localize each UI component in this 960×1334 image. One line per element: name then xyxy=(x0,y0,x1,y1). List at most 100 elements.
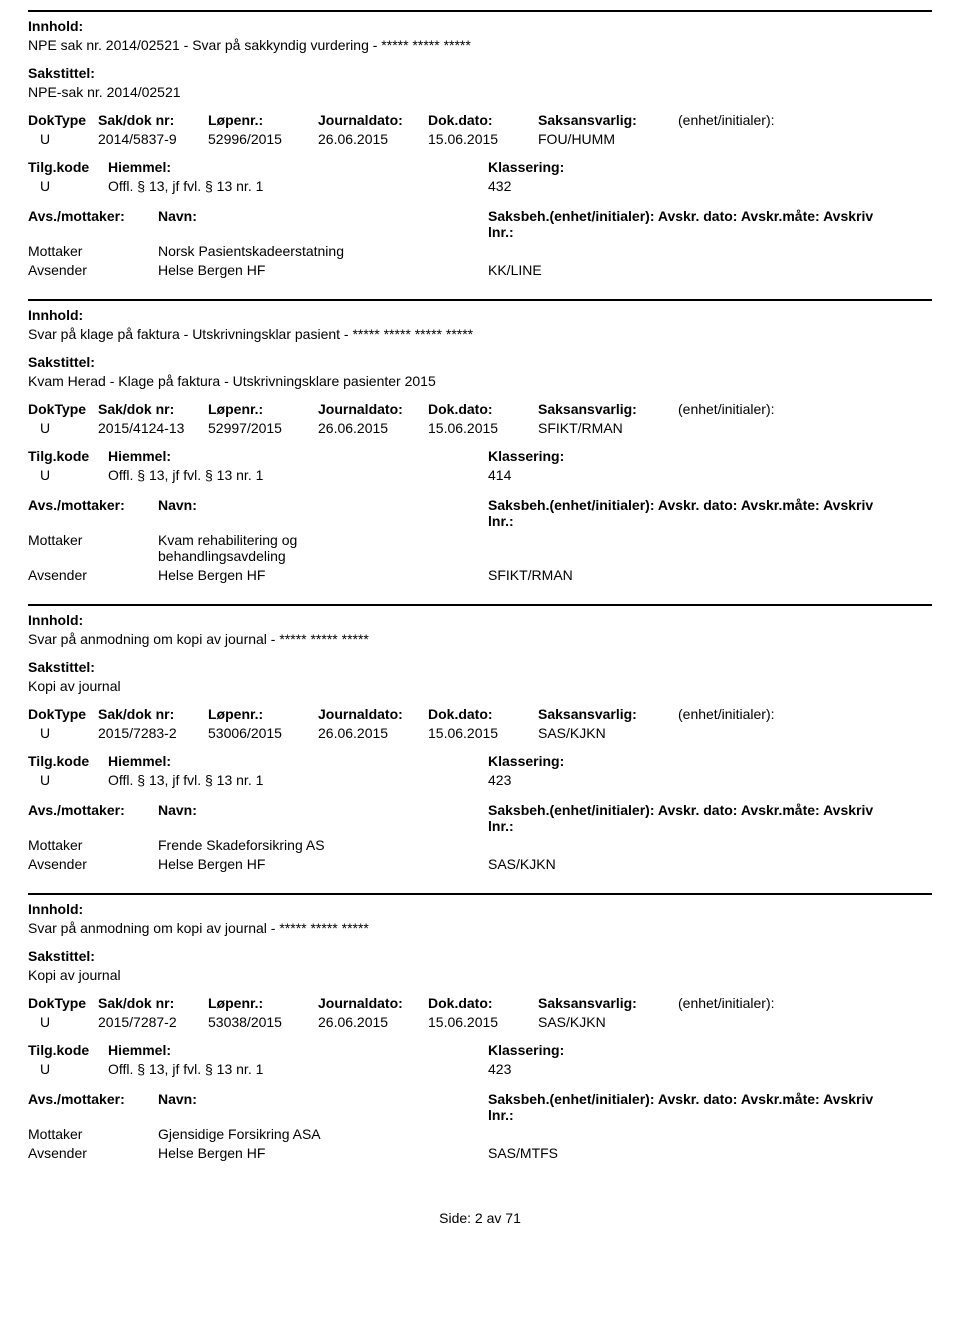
avsender-label: Avsender xyxy=(28,1145,158,1161)
journal-entry: Innhold: Svar på anmodning om kopi av jo… xyxy=(28,604,932,893)
saksansvarlig-label: Saksansvarlig: xyxy=(538,401,678,417)
klassering-value: 423 xyxy=(488,1061,688,1077)
meta-header-row: DokType Sak/dok nr: Løpenr.: Journaldato… xyxy=(28,706,932,722)
lopenr-value: 53038/2015 xyxy=(208,1014,318,1030)
mottaker-label: Mottaker xyxy=(28,243,158,259)
sakdok-label: Sak/dok nr: xyxy=(98,112,208,128)
avsender-code: SAS/KJKN xyxy=(488,856,888,872)
party-header-row: Avs./mottaker: Navn: Saksbeh.(enhet/init… xyxy=(28,802,932,834)
avsender-code: SFIKT/RMAN xyxy=(488,567,888,583)
enhet-label: (enhet/initialer): xyxy=(678,995,848,1011)
mottaker-navn: Norsk Pasientskadeerstatning xyxy=(158,243,358,259)
sakdok-label: Sak/dok nr: xyxy=(98,995,208,1011)
sakdok-label: Sak/dok nr: xyxy=(98,706,208,722)
lopenr-label: Løpenr.: xyxy=(208,995,318,1011)
mottaker-row: Mottaker Frende Skadeforsikring AS xyxy=(28,837,932,853)
lopenr-label: Løpenr.: xyxy=(208,706,318,722)
hjemmel-label: Hiemmel: xyxy=(108,448,488,464)
avsender-navn: Helse Bergen HF xyxy=(158,856,488,872)
hjemmel-label: Hiemmel: xyxy=(108,753,488,769)
saksbeh-label: Saksbeh.(enhet/initialer): Avskr. dato: … xyxy=(488,208,888,240)
hjemmel-value: Offl. § 13, jf fvl. § 13 nr. 1 xyxy=(108,467,488,483)
journaldato-value: 26.06.2015 xyxy=(318,131,428,147)
navn-label: Navn: xyxy=(158,1091,488,1123)
sakstittel-label: Sakstittel: xyxy=(28,65,932,81)
tilgkode-label: Tilg.kode xyxy=(28,1042,108,1058)
doktype-label: DokType xyxy=(28,401,98,417)
lopenr-value: 53006/2015 xyxy=(208,725,318,741)
innhold-text: Svar på anmodning om kopi av journal - *… xyxy=(28,631,932,647)
meta-value-row: U 2015/7283-2 53006/2015 26.06.2015 15.0… xyxy=(28,725,932,741)
sakstittel-text: Kopi av journal xyxy=(28,678,932,694)
class-value-row: U Offl. § 13, jf fvl. § 13 nr. 1 423 xyxy=(28,772,932,788)
saksansvarlig-value: SFIKT/RMAN xyxy=(538,420,678,436)
meta-header-row: DokType Sak/dok nr: Løpenr.: Journaldato… xyxy=(28,995,932,1011)
class-header-row: Tilg.kode Hiemmel: Klassering: xyxy=(28,1042,932,1058)
lopenr-value: 52996/2015 xyxy=(208,131,318,147)
party-header-row: Avs./mottaker: Navn: Saksbeh.(enhet/init… xyxy=(28,1091,932,1123)
mottaker-row: Mottaker Gjensidige Forsikring ASA xyxy=(28,1126,932,1142)
party-header-row: Avs./mottaker: Navn: Saksbeh.(enhet/init… xyxy=(28,208,932,240)
sakdok-label: Sak/dok nr: xyxy=(98,401,208,417)
navn-label: Navn: xyxy=(158,208,488,240)
dokdato-label: Dok.dato: xyxy=(428,112,538,128)
dokdato-label: Dok.dato: xyxy=(428,706,538,722)
klassering-label: Klassering: xyxy=(488,753,688,769)
dokdato-value: 15.06.2015 xyxy=(428,1014,538,1030)
sakstittel-text: NPE-sak nr. 2014/02521 xyxy=(28,84,932,100)
enhet-label: (enhet/initialer): xyxy=(678,706,848,722)
avsender-label: Avsender xyxy=(28,567,158,583)
hjemmel-value: Offl. § 13, jf fvl. § 13 nr. 1 xyxy=(108,1061,488,1077)
saksansvarlig-value: SAS/KJKN xyxy=(538,1014,678,1030)
innhold-text: Svar på anmodning om kopi av journal - *… xyxy=(28,920,932,936)
saksansvarlig-value: FOU/HUMM xyxy=(538,131,678,147)
tilgkode-value: U xyxy=(28,467,108,483)
hjemmel-value: Offl. § 13, jf fvl. § 13 nr. 1 xyxy=(108,178,488,194)
dokdato-label: Dok.dato: xyxy=(428,995,538,1011)
meta-header-row: DokType Sak/dok nr: Løpenr.: Journaldato… xyxy=(28,401,932,417)
enhet-label: (enhet/initialer): xyxy=(678,401,848,417)
innhold-label: Innhold: xyxy=(28,18,932,34)
avsender-row: Avsender Helse Bergen HF SAS/MTFS xyxy=(28,1145,932,1161)
innhold-text: Svar på klage på faktura - Utskrivningsk… xyxy=(28,326,932,342)
party-header-row: Avs./mottaker: Navn: Saksbeh.(enhet/init… xyxy=(28,497,932,529)
journal-entry: Innhold: Svar på klage på faktura - Utsk… xyxy=(28,299,932,604)
avsender-code: SAS/MTFS xyxy=(488,1145,888,1161)
meta-value-row: U 2015/4124-13 52997/2015 26.06.2015 15.… xyxy=(28,420,932,436)
hjemmel-label: Hiemmel: xyxy=(108,1042,488,1058)
avsender-row: Avsender Helse Bergen HF SAS/KJKN xyxy=(28,856,932,872)
journaldato-value: 26.06.2015 xyxy=(318,420,428,436)
meta-value-row: U 2014/5837-9 52996/2015 26.06.2015 15.0… xyxy=(28,131,932,147)
saksansvarlig-value: SAS/KJKN xyxy=(538,725,678,741)
innhold-label: Innhold: xyxy=(28,901,932,917)
saksansvarlig-label: Saksansvarlig: xyxy=(538,995,678,1011)
doktype-value: U xyxy=(28,131,98,147)
page-footer: Side: 2 av 71 xyxy=(28,1210,932,1226)
sakdok-value: 2014/5837-9 xyxy=(98,131,208,147)
meta-header-row: DokType Sak/dok nr: Løpenr.: Journaldato… xyxy=(28,112,932,128)
saksansvarlig-label: Saksansvarlig: xyxy=(538,706,678,722)
journaldato-value: 26.06.2015 xyxy=(318,1014,428,1030)
doktype-label: DokType xyxy=(28,995,98,1011)
avsmottaker-label: Avs./mottaker: xyxy=(28,497,158,529)
doktype-label: DokType xyxy=(28,706,98,722)
mottaker-label: Mottaker xyxy=(28,837,158,853)
mottaker-row: Mottaker Norsk Pasientskadeerstatning xyxy=(28,243,932,259)
doktype-value: U xyxy=(28,725,98,741)
navn-label: Navn: xyxy=(158,802,488,834)
class-header-row: Tilg.kode Hiemmel: Klassering: xyxy=(28,159,932,175)
sakstittel-text: Kvam Herad - Klage på faktura - Utskrivn… xyxy=(28,373,932,389)
dokdato-value: 15.06.2015 xyxy=(428,131,538,147)
tilgkode-label: Tilg.kode xyxy=(28,448,108,464)
dokdato-label: Dok.dato: xyxy=(428,401,538,417)
saksbeh-label: Saksbeh.(enhet/initialer): Avskr. dato: … xyxy=(488,802,888,834)
avsender-label: Avsender xyxy=(28,262,158,278)
avsender-code: KK/LINE xyxy=(488,262,888,278)
avsender-navn: Helse Bergen HF xyxy=(158,1145,488,1161)
klassering-value: 414 xyxy=(488,467,688,483)
innhold-text: NPE sak nr. 2014/02521 - Svar på sakkynd… xyxy=(28,37,932,53)
lopenr-value: 52997/2015 xyxy=(208,420,318,436)
mottaker-label: Mottaker xyxy=(28,1126,158,1142)
class-value-row: U Offl. § 13, jf fvl. § 13 nr. 1 423 xyxy=(28,1061,932,1077)
doktype-value: U xyxy=(28,1014,98,1030)
